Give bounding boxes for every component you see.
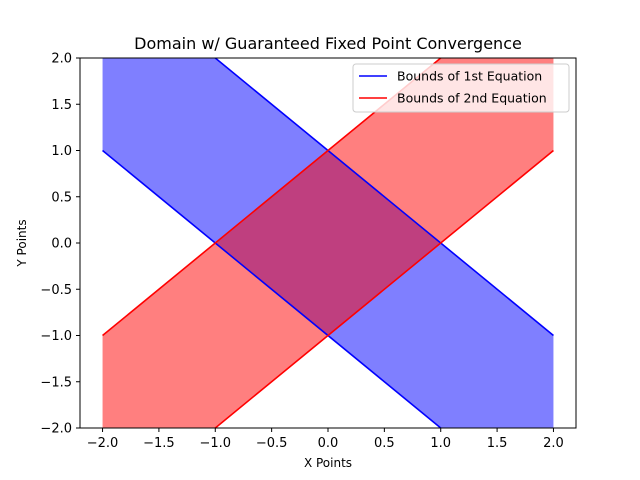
y-tick-label: −0.5 [40,283,72,298]
chart-title: Domain w/ Guaranteed Fixed Point Converg… [134,34,522,53]
x-tick-label: −0.5 [256,436,288,451]
x-tick-label: 0.5 [374,436,395,451]
line-layer [102,58,554,428]
y-tick-label: 0.0 [51,237,72,252]
x-tick-label: 1.0 [430,436,451,451]
x-tick-label: −1.0 [199,436,231,451]
y-tick-label: 2.0 [51,52,72,67]
y-tick-label: 1.0 [51,144,72,159]
x-tick-label: −2.0 [87,436,119,451]
y-axis-label: Y Points [15,219,29,267]
y-tick-label: −1.5 [40,375,72,390]
series-2-lower-line [214,149,554,428]
y-tick-label: −1.0 [40,329,72,344]
legend-box [352,63,570,113]
legend-label-2: Bounds of 2nd Equation [397,91,547,106]
x-tick-label: 2.0 [543,436,564,451]
legend-label-1: Bounds of 1st Equation [397,69,542,84]
fill-layer [102,58,554,428]
series-2-upper-line [102,58,442,337]
series-2-fill [102,58,554,428]
legend: Bounds of 1st Equation Bounds of 2nd Equa… [352,63,570,113]
y-tick-label: 0.5 [51,190,72,205]
x-axis: −2.0 −1.5 −1.0 −0.5 0.0 0.5 1.0 1.5 2.0 [87,428,564,451]
y-tick-label: 1.5 [51,98,72,113]
x-tick-label: −1.5 [143,436,175,451]
y-axis: −2.0 −1.5 −1.0 −0.5 0.0 0.5 1.0 1.5 2.0 [40,52,80,437]
y-tick-label: −2.0 [40,422,72,437]
x-tick-label: 0.0 [318,436,339,451]
x-tick-label: 1.5 [487,436,508,451]
x-axis-label: X Points [304,456,352,470]
